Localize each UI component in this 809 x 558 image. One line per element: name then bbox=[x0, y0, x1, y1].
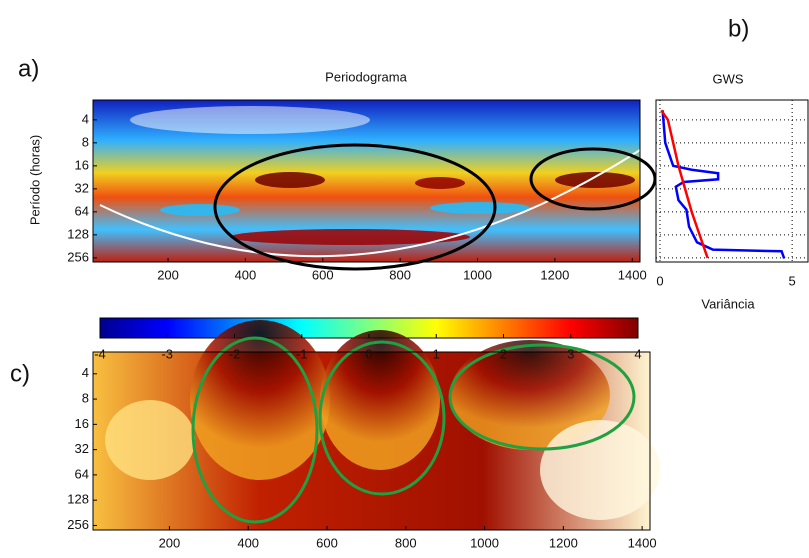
y-tick-label: 32 bbox=[75, 180, 89, 195]
y-tick-label: 4 bbox=[82, 365, 89, 380]
colorbar-tick-label: -1 bbox=[296, 346, 308, 361]
chart-title: Periodograma bbox=[325, 69, 407, 84]
x-tick-label: 5 bbox=[789, 273, 796, 288]
plot-frame bbox=[655, 99, 809, 263]
x-tick-label: 1000 bbox=[463, 267, 492, 282]
colorbar-tick-label: -3 bbox=[161, 346, 173, 361]
y-tick-label: 8 bbox=[82, 391, 89, 406]
y-tick-label: 256 bbox=[67, 249, 89, 264]
x-tick-label: 400 bbox=[235, 267, 257, 282]
x-tick-label: 1200 bbox=[549, 535, 578, 550]
y-tick-label: 16 bbox=[75, 157, 89, 172]
cone-of-influence bbox=[99, 149, 641, 258]
y-tick-label: 256 bbox=[67, 517, 89, 532]
y-tick-label: 128 bbox=[67, 226, 89, 241]
series-line bbox=[660, 109, 709, 259]
highlight-ellipse bbox=[529, 147, 657, 211]
x-tick-label: 0 bbox=[656, 273, 663, 288]
x-tick-label: 1400 bbox=[618, 267, 647, 282]
colorbar-tick-label: 2 bbox=[500, 346, 507, 361]
x-tick-label: 600 bbox=[316, 535, 338, 550]
x-tick-label: 600 bbox=[312, 267, 334, 282]
y-tick-label: 32 bbox=[75, 441, 89, 456]
colorbar-tick-label: -4 bbox=[94, 346, 106, 361]
colorbar-tick-label: -2 bbox=[229, 346, 241, 361]
y-tick-label: 8 bbox=[82, 134, 89, 149]
panel-label: c) bbox=[10, 360, 30, 387]
highlight-ellipse bbox=[318, 340, 446, 496]
wavelet-blobs bbox=[130, 106, 635, 245]
colorbar-tick-label: 3 bbox=[567, 346, 574, 361]
wavelet-blobs bbox=[105, 320, 660, 520]
colorbar-tick-label: 0 bbox=[365, 346, 372, 361]
x-tick-label: 800 bbox=[395, 535, 417, 550]
x-tick-label: 200 bbox=[157, 267, 179, 282]
panel-label: a) bbox=[18, 55, 39, 82]
x-tick-label: 1000 bbox=[470, 535, 499, 550]
panel-label: b) bbox=[728, 15, 749, 42]
x-tick-label: 1200 bbox=[540, 267, 569, 282]
y-tick-label: 64 bbox=[75, 466, 89, 481]
x-tick-label: 800 bbox=[389, 267, 411, 282]
y-tick-label: 64 bbox=[75, 203, 89, 218]
x-axis-label: Variância bbox=[701, 296, 755, 311]
plot-frame bbox=[92, 99, 641, 263]
x-tick-label: 1400 bbox=[628, 535, 657, 550]
chart-title: GWS bbox=[712, 71, 743, 86]
x-tick-label: 400 bbox=[237, 535, 259, 550]
colorbar-tick-label: 4 bbox=[634, 346, 641, 361]
plot-frame bbox=[92, 351, 651, 531]
highlight-ellipse bbox=[213, 143, 497, 271]
y-axis-label: Período (horas) bbox=[27, 135, 42, 225]
y-tick-label: 128 bbox=[67, 492, 89, 507]
highlight-ellipse bbox=[448, 343, 636, 451]
highlight-ellipse bbox=[191, 336, 319, 524]
y-tick-label: 4 bbox=[82, 111, 89, 126]
x-tick-label: 200 bbox=[159, 535, 181, 550]
colorbar-tick-label: 1 bbox=[433, 346, 440, 361]
y-tick-label: 16 bbox=[75, 416, 89, 431]
